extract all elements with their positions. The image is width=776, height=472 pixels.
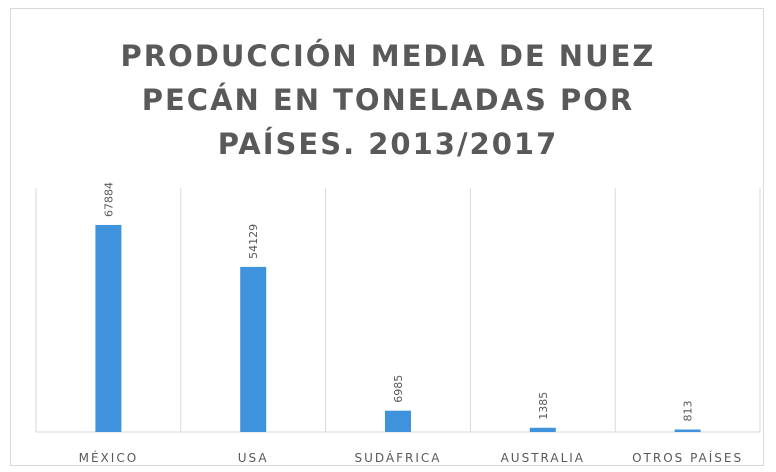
x-tick-label: MÉXICO bbox=[79, 450, 139, 465]
bar bbox=[674, 429, 701, 432]
chart-frame bbox=[10, 8, 764, 466]
bar bbox=[240, 266, 267, 432]
data-label: 6985 bbox=[392, 375, 405, 403]
x-tick-label: AUSTRALIA bbox=[501, 451, 585, 465]
x-tick-label: OTROS PAÍSES bbox=[632, 450, 743, 465]
bar bbox=[95, 224, 122, 432]
chart-title: PRODUCCIÓN MEDIA DE NUEZ PECÁN EN TONELA… bbox=[120, 39, 656, 161]
data-label: 67884 bbox=[102, 182, 115, 217]
bar bbox=[529, 427, 556, 432]
bar bbox=[385, 410, 411, 432]
x-tick-label: SUDÁFRICA bbox=[354, 450, 441, 465]
data-label: 54129 bbox=[247, 224, 260, 259]
data-label: 813 bbox=[682, 401, 695, 422]
data-label: 1385 bbox=[537, 392, 550, 420]
x-tick-label: USA bbox=[238, 451, 269, 465]
